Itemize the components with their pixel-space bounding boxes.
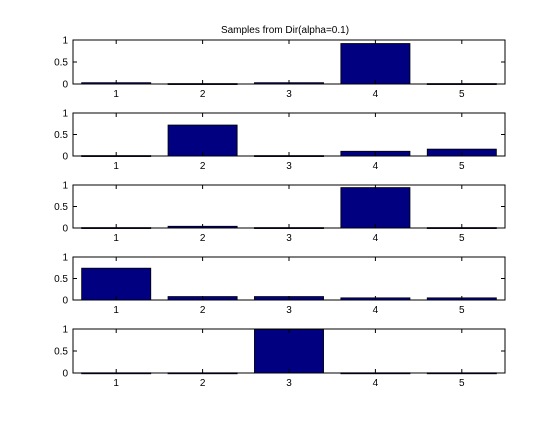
bar-4-1 [81,267,152,301]
y-tick-label-1-1: 1 [62,36,68,47]
y-tick-label-4-0: 0 [62,296,68,307]
x-tick-label-5-2: 2 [200,378,206,389]
x-tick-label-4-3: 3 [286,305,292,316]
x-tick-label-1-5: 5 [459,89,465,100]
figure-title: Samples from Dir(alpha=0.1) [221,25,349,36]
bar-2-2 [167,124,238,157]
y-tick-label-1-0.5: 0.5 [54,58,68,69]
x-tick-label-5-4: 4 [373,378,379,389]
x-tick-label-3-1: 1 [113,233,119,244]
x-tick-label-4-2: 2 [200,305,206,316]
y-tick-label-3-0: 0 [62,224,68,235]
bar-5-3 [254,329,324,374]
x-tick-label-5-1: 1 [113,378,119,389]
bar-1-4 [340,43,411,85]
y-tick-label-4-1: 1 [62,253,68,264]
x-tick-label-2-3: 3 [286,161,292,172]
x-tick-label-2-5: 5 [459,161,465,172]
bar-3-4 [340,187,411,229]
y-tick-label-4-0.5: 0.5 [54,274,68,285]
y-tick-label-2-0.5: 0.5 [54,130,68,141]
x-tick-label-5-3: 3 [286,378,292,389]
x-tick-label-3-2: 2 [200,233,206,244]
x-tick-label-3-3: 3 [286,233,292,244]
y-tick-label-3-0.5: 0.5 [54,202,68,213]
x-tick-label-1-1: 1 [113,89,119,100]
x-tick-label-4-1: 1 [113,305,119,316]
x-tick-label-1-4: 4 [373,89,379,100]
x-tick-label-1-3: 3 [286,89,292,100]
y-tick-label-5-1: 1 [62,325,68,336]
x-tick-label-5-5: 5 [459,378,465,389]
x-tick-label-3-5: 5 [459,233,465,244]
y-tick-label-3-1: 1 [62,181,68,192]
axes-box-1 [72,39,506,85]
axes-box-3 [72,184,506,229]
x-tick-label-4-4: 4 [373,305,379,316]
x-tick-label-4-5: 5 [459,305,465,316]
y-tick-label-2-0: 0 [62,152,68,163]
x-tick-label-3-4: 4 [373,233,379,244]
y-tick-label-2-1: 1 [62,109,68,120]
x-tick-label-2-1: 1 [113,161,119,172]
x-tick-label-1-2: 2 [200,89,206,100]
x-tick-label-2-4: 4 [373,161,379,172]
y-tick-label-5-0.5: 0.5 [54,347,68,358]
x-tick-label-2-2: 2 [200,161,206,172]
y-tick-label-5-0: 0 [62,369,68,380]
y-tick-label-1-0: 0 [62,80,68,91]
